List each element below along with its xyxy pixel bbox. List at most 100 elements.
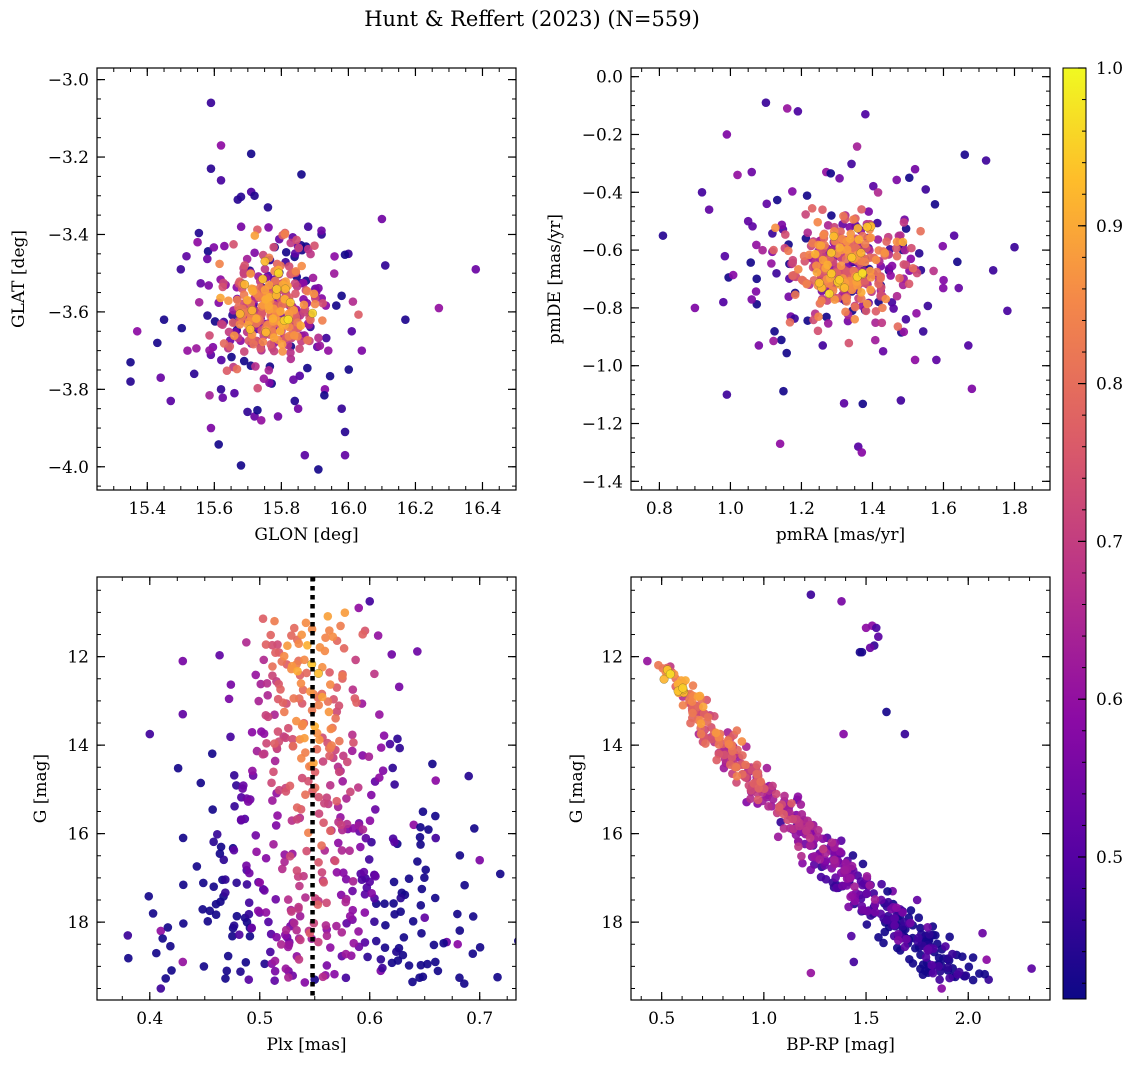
data-point [703,712,713,722]
data-point [802,191,812,200]
data-point [870,907,880,917]
data-point [323,697,333,706]
x-tick-label: 16.4 [464,499,502,519]
data-point [805,833,815,843]
data-point [296,754,306,763]
data-point [876,895,886,905]
data-point [318,316,327,325]
data-point [271,648,280,657]
x-tick-label: 15.4 [128,499,166,519]
x-tick-label: 16.2 [397,499,435,519]
data-point [921,185,931,194]
data-point [216,842,226,852]
data-point [261,908,271,917]
data-point [284,973,293,982]
data-point [317,226,326,235]
data-point [339,868,348,878]
data-point [894,936,903,945]
data-point [380,899,389,909]
data-point [806,968,816,978]
data-point [910,164,920,174]
data-point [339,644,349,653]
data-point [337,928,347,937]
data-point [296,321,306,330]
data-point [978,928,987,938]
data-point [787,798,796,808]
data-point [340,427,350,437]
data-point [396,893,406,903]
data-point [298,719,308,729]
data-point [347,326,357,336]
data-point [389,877,399,887]
data-point [308,273,318,283]
data-point [145,729,155,739]
data-point [325,751,334,761]
data-point [945,932,954,942]
data-point [698,702,708,712]
y-tick-label: −1.2 [582,415,623,435]
data-point [365,597,375,606]
data-point [968,975,978,985]
data-point [392,947,401,957]
colorbar-tick-label: 0.8 [1096,375,1123,395]
data-point [356,842,365,852]
data-point [886,271,895,280]
data-point [788,258,798,268]
data-point [929,266,938,276]
x-tick-label: 1.8 [1001,499,1028,519]
data-point [126,377,135,386]
data-point [314,465,323,474]
data-point [390,910,399,919]
data-point [295,911,305,921]
data-point [367,790,376,800]
data-point [279,651,289,661]
data-point [333,838,343,848]
data-point [899,260,909,269]
data-point [236,222,246,232]
data-point [964,962,974,972]
data-point [893,929,903,939]
data-point [348,685,358,694]
data-point [192,344,201,353]
data-point [256,679,266,689]
data-point [307,308,318,318]
data-point [751,287,761,296]
data-point [793,107,803,116]
data-point [823,260,832,270]
data-point [862,299,872,309]
data-point [300,733,309,743]
data-point [877,879,886,889]
data-point [319,878,329,887]
data-point [398,950,408,960]
data-point [272,932,281,942]
data-point [953,257,962,267]
data-point [747,167,757,177]
data-point [900,942,910,952]
data-point [215,650,224,660]
data-point [251,831,261,840]
data-point [314,937,323,947]
x-tick-label: 0.5 [246,1009,273,1029]
data-point [270,956,280,966]
data-point [769,245,778,255]
data-point [395,743,405,753]
data-point [292,803,302,812]
data-point [325,780,335,790]
data-point [238,784,247,793]
data-point [460,880,469,890]
data-point [205,906,215,916]
data-point [901,315,911,324]
data-point [826,269,836,279]
data-point [376,955,386,964]
data-point [247,727,257,737]
data-point [241,957,251,967]
data-point [880,248,890,258]
data-point [413,647,422,656]
data-point [206,423,216,433]
data-point [934,953,944,963]
panel-cmd: 0.5 1.0 1.5 2.0 12 14 16 18 BP-RP [mag] G [mag] [567,576,1051,1055]
data-point [899,327,909,337]
data-point [246,149,256,159]
data-point [267,778,276,788]
data-point [862,222,872,232]
